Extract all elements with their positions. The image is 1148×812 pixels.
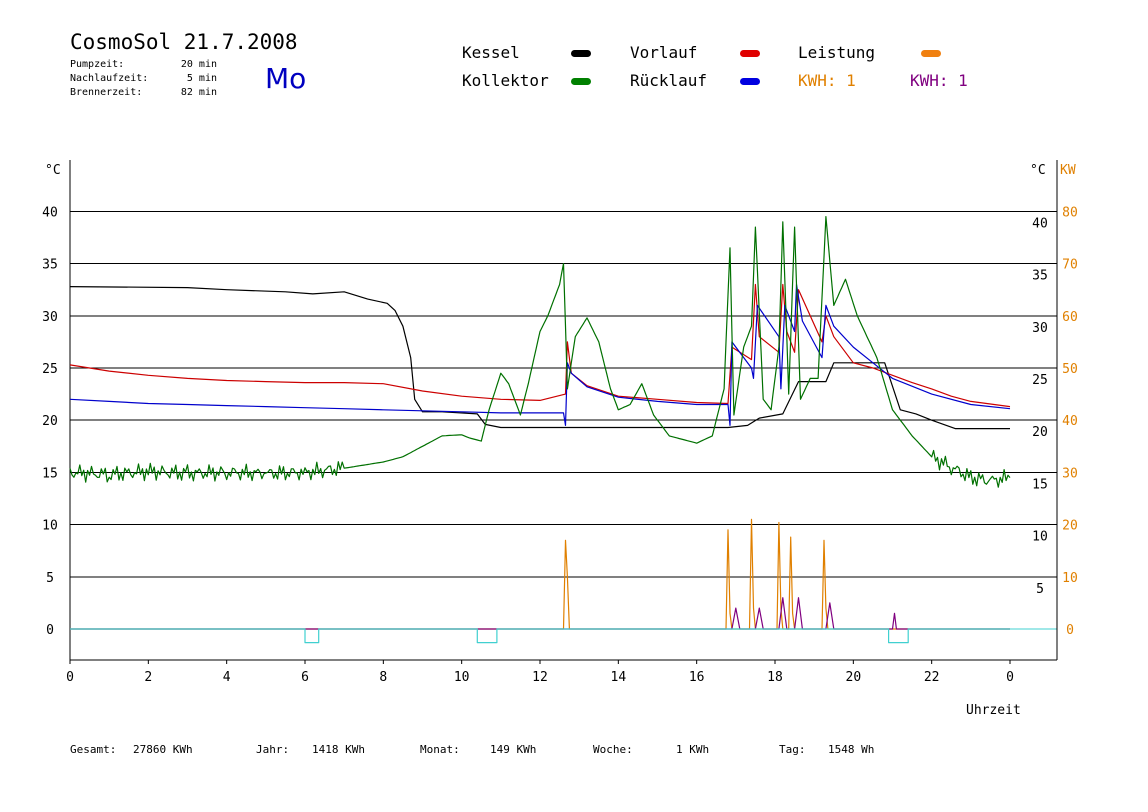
legend-vorlauf-swatch [740,50,760,57]
x-tick-0: 0 [66,670,74,685]
x-tick-6: 12 [532,670,548,685]
footer-tag-label: Tag: [779,743,806,756]
x-tick-12: 0 [1006,670,1014,685]
weekday-label: Mo [265,62,307,95]
chart-ticks: 0510152025303540510152025303540010203040… [42,205,1078,685]
series-leistung-line [70,518,1010,630]
y-tick-left-10: 10 [42,519,58,534]
y-tick-right-40: 40 [1032,216,1048,231]
y-tick-left-40: 40 [42,205,58,220]
y-tick-left-30: 30 [42,310,58,325]
y2-tick-60: 60 [1062,310,1078,325]
y2-tick-30: 30 [1062,466,1078,481]
y-tick-right-25: 25 [1032,373,1048,388]
y-tick-right-15: 15 [1032,477,1048,492]
y-tick-left-0: 0 [46,623,54,638]
pumpzeit-label: Pumpzeit: [70,59,125,70]
y-tick-left-20: 20 [42,414,58,429]
footer-woche-label: Woche: [593,743,633,756]
legend-ruecklauf-label: Rücklauf [630,71,708,90]
y-tick-right-30: 30 [1032,321,1048,336]
series-vorlauf-line [69,283,1011,408]
series-kessel-line [69,286,1010,430]
brennerzeit-label: Brennerzeit: [70,87,143,98]
y2-tick-10: 10 [1062,571,1078,586]
footer-tag-value: 1548 Wh [828,743,875,756]
footer-monat-label: Monat: [420,743,460,756]
y-tick-left-15: 15 [42,466,58,481]
x-tick-4: 8 [379,670,387,685]
series-kollektor-line [69,216,1011,488]
footer-monat-value: 149 KWh [490,743,537,756]
x-tick-9: 18 [767,670,783,685]
footer-jahr-label: Jahr: [256,743,290,756]
legend-leistung-label: Leistung [798,43,876,62]
legend-vorlauf-label: Vorlauf [630,43,698,62]
x-tick-8: 16 [689,670,705,685]
pumpzeit-value: 20 min [180,59,217,70]
series-pumpe-line [70,628,1010,644]
legend-kwh-purple: KWH: 1 [910,71,968,90]
y2-tick-70: 70 [1062,258,1078,273]
x-tick-7: 14 [611,670,627,685]
y-tick-left-35: 35 [42,258,58,273]
footer-gesamt-value: 27860 KWh [133,743,193,756]
y-tick-left-5: 5 [46,571,54,586]
legend-kessel-label: Kessel [462,43,520,62]
footer-gesamt-label: Gesamt: [70,743,117,756]
y-axis-unit-right: °C [1030,163,1046,178]
y-axis-unit-left: °C [45,163,61,178]
y-tick-right-5: 5 [1036,582,1044,597]
chart-axes [69,160,1058,661]
x-tick-5: 10 [454,670,470,685]
series-rcklauf-line [69,283,1011,426]
chart-series [69,216,1011,644]
y2-tick-20: 20 [1062,519,1078,534]
y-tick-right-10: 10 [1032,530,1048,545]
legend-kessel-swatch [571,50,591,57]
y2-tick-40: 40 [1062,414,1078,429]
y2-tick-80: 80 [1062,205,1078,220]
y2-tick-50: 50 [1062,362,1078,377]
legend-kollektor-label: Kollektor [462,71,549,90]
legend-leistung-swatch [921,50,941,57]
legend-kwh-orange: KWH: 1 [798,71,856,90]
footer-woche-value: 1 KWh [676,743,710,756]
y-tick-right-20: 20 [1032,425,1048,440]
x-tick-1: 2 [144,670,152,685]
x-tick-10: 20 [846,670,862,685]
y2-tick-0: 0 [1066,623,1074,638]
x-tick-2: 4 [223,670,231,685]
footer-jahr-value: 1418 KWh [312,743,365,756]
legend-kollektor-swatch [571,78,591,85]
x-axis-label: Uhrzeit [966,703,1021,718]
y2-axis-unit: KW [1060,163,1076,178]
nachlaufzeit-label: Nachlaufzeit: [70,73,149,84]
legend-ruecklauf-swatch [740,78,760,85]
nachlaufzeit-value: 5 min [186,73,217,84]
x-tick-3: 6 [301,670,309,685]
page-title: CosmoSol 21.7.2008 [70,30,298,54]
y-tick-left-25: 25 [42,362,58,377]
series-kwh-line [70,597,1010,630]
y-tick-right-35: 35 [1032,269,1048,284]
x-tick-11: 22 [924,670,940,685]
brennerzeit-value: 82 min [180,87,217,98]
